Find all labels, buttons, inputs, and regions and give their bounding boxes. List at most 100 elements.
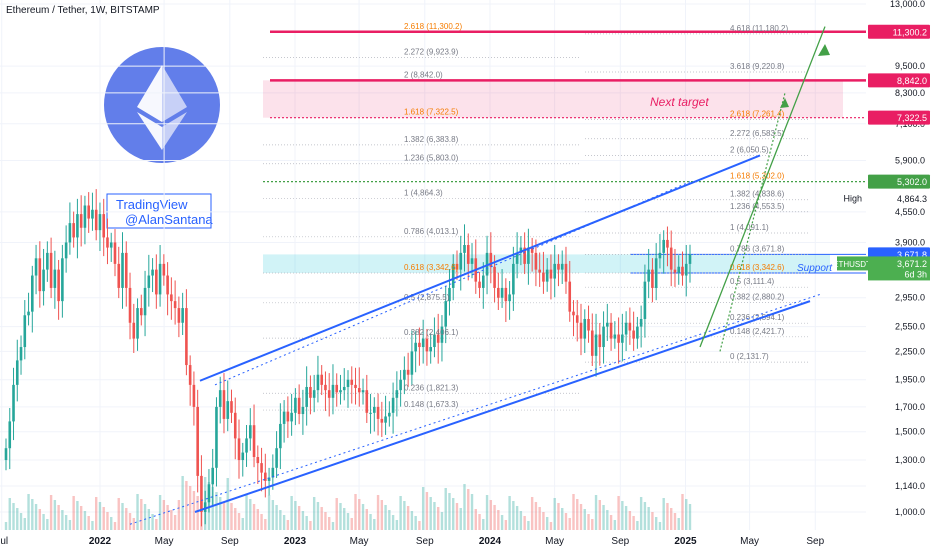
chart-overlay-layer: 2.618 (11,300.2) 2.272 (9,923.9) 2 (8,842.… [129, 22, 830, 525]
price-badge [868, 110, 930, 125]
volume-bar [538, 507, 541, 530]
candle-body [395, 390, 399, 398]
candle-body [170, 294, 173, 302]
price-badge-text: 5,302.0 [897, 177, 927, 187]
price-badge-text: 3,671.8 [897, 250, 927, 260]
time-axis-tick: Sep [611, 536, 629, 547]
candle-body [350, 379, 354, 385]
candle-body [320, 374, 323, 385]
candle-body [609, 322, 613, 339]
volume-bar [343, 508, 346, 530]
volume-bar [594, 495, 598, 530]
price-axis-tick: 13,000.0 [890, 0, 925, 9]
candle-body [102, 214, 106, 238]
fib-label-right: 0.148 (2,421.7) [730, 327, 785, 336]
volume-bar [497, 510, 500, 530]
candle-body [534, 252, 538, 270]
volume-bar [613, 520, 617, 530]
volume-bar [606, 510, 609, 530]
candle-body [444, 301, 448, 327]
candle-body [15, 360, 19, 385]
volume-bar [200, 501, 203, 530]
volume-bar [256, 509, 260, 530]
volume-bar [181, 476, 184, 530]
candle-body [647, 269, 650, 282]
chart-title: Ethereum / Tether, 1W, BITSTAMP [6, 5, 160, 16]
candle-body [654, 258, 658, 288]
candle-body [433, 334, 436, 348]
volume-bar [647, 507, 650, 530]
volume-bar [361, 504, 365, 530]
time-axis-tick: Jul [0, 536, 8, 547]
volume-bar [609, 515, 613, 530]
time-axis-tick: 2022 [89, 536, 112, 547]
candle-body [388, 412, 391, 417]
volume-bar [177, 500, 181, 530]
candle-body [587, 318, 590, 331]
volume-bar [155, 519, 158, 530]
candle-body [42, 269, 45, 292]
volume-bar [636, 521, 639, 530]
next-target-zone [263, 80, 843, 118]
candle-body [181, 308, 184, 323]
fib-label-left: 1.618 (7,322.5) [404, 108, 459, 117]
candle-body [606, 322, 609, 327]
fib-label-left: 0.236 (1,821.3) [404, 383, 459, 392]
volume-bar [534, 502, 538, 530]
volume-bar [478, 514, 481, 530]
volume-bar [429, 497, 432, 530]
candle-body [155, 269, 158, 295]
candle-body [151, 269, 154, 276]
price-axis-tick: 1,500.0 [895, 427, 925, 437]
fib-label-right: 1.618 (5,302.0) [730, 172, 785, 181]
volume-bar [264, 519, 267, 530]
candle-body [523, 247, 526, 264]
volume-bar [140, 499, 143, 530]
price-axis-tick: 4,550.0 [895, 207, 925, 217]
price-axis-tick: 1,700.0 [895, 402, 925, 412]
volume-bar [121, 503, 124, 530]
candle-body [391, 397, 395, 413]
volume-bar [72, 496, 75, 530]
price-axis-tick: 2,550.0 [895, 322, 925, 332]
candle-body [448, 287, 451, 302]
candle-body [121, 252, 124, 288]
candle-body [470, 258, 474, 264]
candle-body [564, 263, 568, 282]
volume-bar [226, 478, 229, 530]
candle-body [621, 334, 624, 343]
time-axis-tick: May [545, 536, 564, 547]
volume-bar [196, 496, 199, 530]
candle-body [331, 384, 335, 398]
volume-bar [658, 522, 662, 530]
volume-bar [16, 508, 19, 530]
candle-body [109, 242, 113, 248]
volume-bar [294, 501, 297, 530]
candle-body [459, 252, 463, 270]
candle-body [481, 275, 485, 288]
candle-body [279, 423, 282, 449]
candle-body [497, 287, 500, 298]
volume-bar [685, 499, 688, 530]
candle-body [504, 287, 508, 302]
volume-bar [230, 503, 233, 530]
candle-body [34, 258, 38, 276]
volume-bar [12, 503, 15, 530]
volume-bar [23, 518, 26, 530]
volume-bar [553, 498, 556, 530]
high-badge-text: 4,864.3 [897, 194, 927, 204]
candle-body [305, 386, 308, 407]
candle-body [53, 269, 57, 288]
candle-body [542, 272, 545, 282]
volume-bar [297, 506, 301, 530]
candle-body [19, 347, 23, 361]
volume-bar [448, 493, 451, 530]
candle-body [264, 472, 267, 481]
volume-bar [245, 494, 248, 530]
volume-bar [316, 502, 320, 530]
candle-body [260, 463, 263, 473]
volume-bar [440, 512, 444, 530]
price-axis-tick: 9,500.0 [895, 61, 925, 71]
candle-body [429, 347, 432, 352]
